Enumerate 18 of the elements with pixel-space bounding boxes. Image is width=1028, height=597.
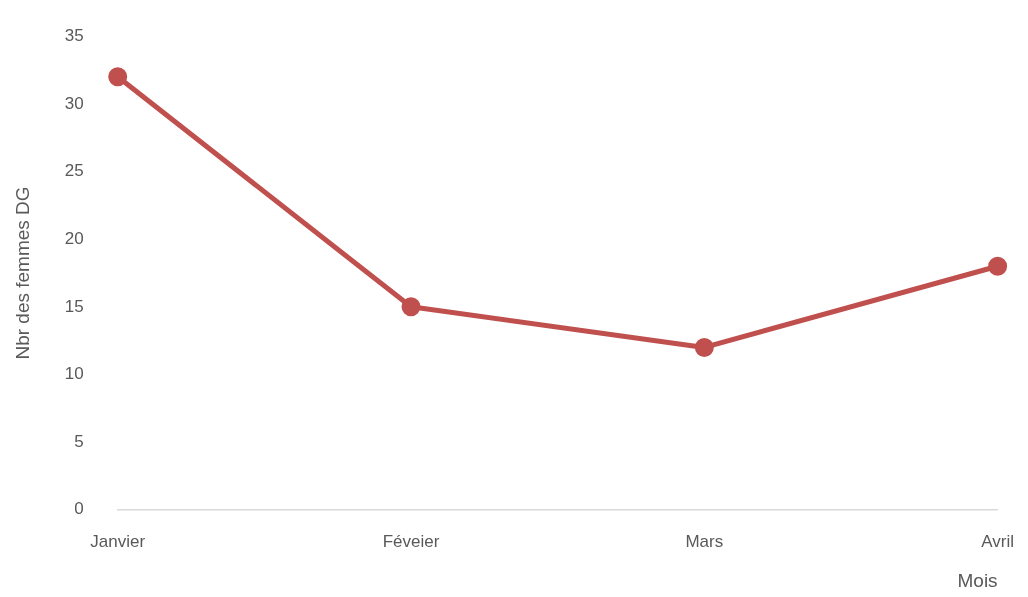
y-tick-label: 35 bbox=[64, 25, 84, 45]
point bbox=[108, 67, 128, 87]
x-axis-title: Mois bbox=[957, 569, 998, 591]
point bbox=[401, 297, 421, 317]
y-tick-label: 5 bbox=[74, 431, 84, 451]
y-tick-label: 20 bbox=[64, 228, 84, 248]
x-tick-label: Janvier bbox=[90, 531, 146, 551]
point bbox=[988, 256, 1008, 276]
point bbox=[694, 337, 714, 357]
y-tick-label: 15 bbox=[64, 296, 84, 316]
x-tick-label: Avril bbox=[981, 531, 1014, 551]
x-tick-label: Féveier bbox=[382, 531, 440, 551]
y-axis-title: Nbr des femmes DG bbox=[11, 186, 33, 360]
y-tick-label: 25 bbox=[64, 161, 84, 181]
x-tick-label: Mars bbox=[685, 531, 724, 551]
y-tick-label: 0 bbox=[74, 499, 84, 519]
y-tick-label: 10 bbox=[64, 364, 84, 384]
y-tick-label: 30 bbox=[64, 93, 84, 113]
